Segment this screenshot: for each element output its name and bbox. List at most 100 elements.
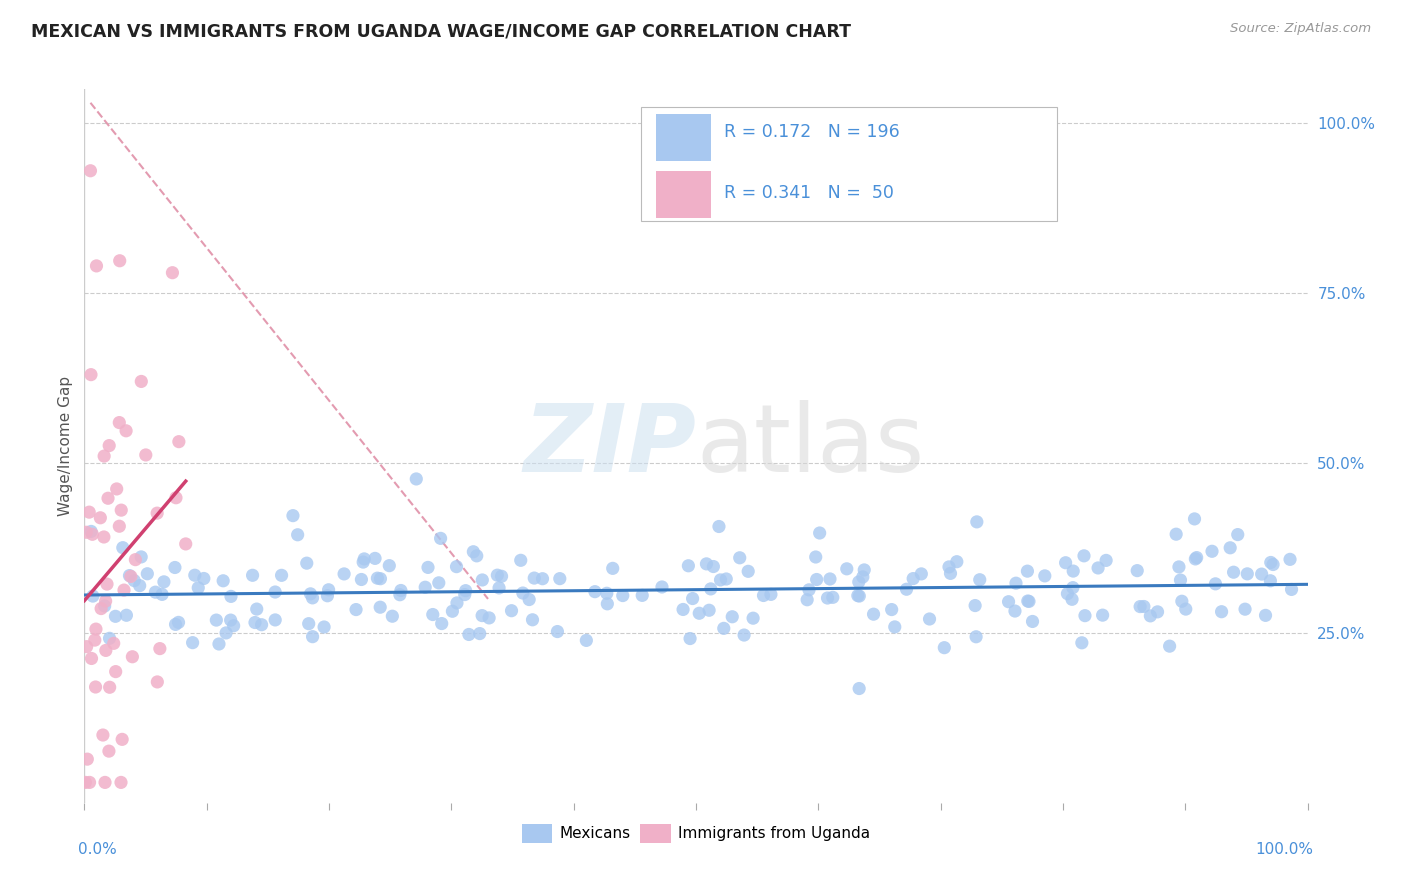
Point bbox=[965, 630, 987, 644]
Point bbox=[1260, 556, 1282, 570]
Point bbox=[115, 424, 138, 438]
Point bbox=[89, 510, 111, 524]
Point bbox=[111, 732, 134, 747]
Point bbox=[121, 649, 143, 664]
Point bbox=[1234, 602, 1257, 616]
Point bbox=[96, 577, 118, 591]
Point bbox=[76, 640, 98, 654]
Point bbox=[612, 589, 634, 603]
Point bbox=[517, 592, 540, 607]
Point bbox=[1279, 552, 1302, 566]
Point bbox=[115, 608, 138, 623]
Point bbox=[880, 602, 903, 616]
Point bbox=[264, 613, 287, 627]
Point bbox=[934, 640, 956, 655]
Point bbox=[1126, 564, 1149, 578]
Point bbox=[848, 681, 870, 696]
Point bbox=[82, 527, 104, 541]
Point bbox=[301, 630, 323, 644]
Point bbox=[242, 568, 264, 582]
Point bbox=[631, 588, 654, 602]
Point bbox=[413, 580, 436, 594]
Point bbox=[523, 571, 546, 585]
Point bbox=[695, 557, 717, 571]
Point bbox=[997, 595, 1019, 609]
Point bbox=[1087, 561, 1109, 575]
Text: ZIP: ZIP bbox=[523, 400, 696, 492]
Point bbox=[463, 545, 485, 559]
Text: atlas: atlas bbox=[696, 400, 924, 492]
Point bbox=[522, 613, 544, 627]
Point bbox=[709, 573, 731, 587]
Point bbox=[378, 558, 401, 573]
Point bbox=[370, 572, 392, 586]
Point bbox=[129, 375, 152, 389]
Point bbox=[98, 439, 121, 453]
Point bbox=[94, 594, 117, 608]
Point bbox=[429, 532, 451, 546]
Point bbox=[344, 602, 367, 616]
Point bbox=[165, 491, 187, 505]
Point bbox=[219, 613, 242, 627]
Point bbox=[80, 651, 103, 665]
Point bbox=[797, 582, 820, 597]
Point bbox=[104, 665, 127, 679]
Legend: Mexicans, Immigrants from Uganda: Mexicans, Immigrants from Uganda bbox=[516, 818, 876, 848]
Point bbox=[430, 616, 453, 631]
Point bbox=[295, 556, 318, 570]
Point bbox=[1236, 566, 1258, 581]
Point bbox=[184, 568, 207, 582]
Point bbox=[1250, 567, 1272, 582]
Point bbox=[103, 636, 125, 650]
Point bbox=[742, 611, 765, 625]
Point bbox=[108, 253, 131, 268]
Point bbox=[1174, 602, 1197, 616]
Point bbox=[446, 596, 468, 610]
Point bbox=[122, 574, 145, 588]
Point bbox=[700, 582, 723, 596]
Point bbox=[672, 602, 695, 616]
Point bbox=[149, 641, 172, 656]
Text: 0.0%: 0.0% bbox=[79, 842, 117, 857]
Point bbox=[120, 569, 142, 583]
Point bbox=[108, 519, 131, 533]
Point bbox=[165, 617, 187, 632]
Point bbox=[702, 559, 724, 574]
Point bbox=[509, 553, 531, 567]
Point bbox=[422, 607, 444, 622]
Point bbox=[1146, 605, 1168, 619]
Point bbox=[97, 744, 120, 758]
Point bbox=[167, 434, 190, 449]
Point bbox=[896, 582, 918, 597]
Point bbox=[316, 589, 339, 603]
Point bbox=[118, 568, 141, 582]
Point bbox=[901, 572, 924, 586]
Point bbox=[208, 637, 231, 651]
Point bbox=[94, 643, 117, 657]
Point bbox=[1226, 527, 1249, 541]
Point bbox=[862, 607, 884, 622]
Point bbox=[1017, 564, 1039, 578]
Point bbox=[98, 680, 121, 694]
Point bbox=[446, 559, 468, 574]
Point bbox=[299, 587, 322, 601]
Point bbox=[219, 590, 242, 604]
Point bbox=[835, 562, 858, 576]
Point bbox=[1170, 573, 1192, 587]
Point bbox=[1222, 565, 1244, 579]
Point bbox=[1185, 550, 1208, 565]
Point bbox=[105, 482, 128, 496]
Point bbox=[817, 591, 839, 605]
Point bbox=[1021, 615, 1043, 629]
Point bbox=[966, 515, 988, 529]
Point bbox=[1070, 636, 1092, 650]
Point bbox=[1062, 581, 1084, 595]
Point bbox=[94, 775, 117, 789]
Point bbox=[174, 537, 197, 551]
Point bbox=[939, 566, 962, 581]
Point bbox=[1074, 608, 1097, 623]
Point bbox=[91, 728, 114, 742]
Point bbox=[733, 628, 755, 642]
Point bbox=[181, 635, 204, 649]
Point bbox=[737, 565, 759, 579]
